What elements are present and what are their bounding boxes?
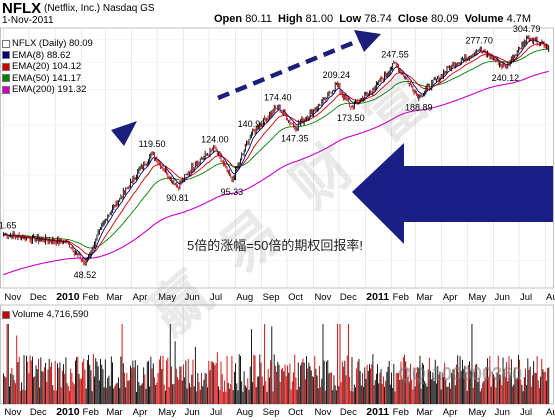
price-annotation: 124.00 bbox=[201, 135, 229, 145]
x-axis-label-volume: Mar bbox=[416, 407, 432, 418]
legend-swatch bbox=[2, 62, 10, 71]
ticker-symbol: NFLX bbox=[2, 0, 42, 17]
price-annotation: 140.90 bbox=[238, 119, 266, 129]
x-axis-label: Dec bbox=[340, 292, 357, 303]
x-axis-label-volume: Feb bbox=[83, 407, 99, 418]
x-axis-label: Jul bbox=[520, 292, 532, 303]
x-axis-label-volume: May bbox=[468, 407, 486, 418]
x-axis-label: Nov bbox=[4, 292, 21, 303]
x-axis-label-volume: 2011 bbox=[366, 406, 389, 418]
x-axis-label: 2010 bbox=[56, 291, 80, 303]
x-axis-label-volume: Aug bbox=[546, 407, 555, 418]
watermark-qq: QQ:100800360 bbox=[398, 364, 523, 384]
x-axis-label: Aug bbox=[546, 292, 555, 303]
price-annotation: 95.33 bbox=[221, 187, 244, 197]
chart-date: 1-Nov-2011 bbox=[2, 15, 54, 26]
price-annotation: 188.89 bbox=[405, 103, 433, 113]
x-axis-label: Feb bbox=[393, 292, 409, 303]
price-annotation: 304.79 bbox=[513, 24, 541, 34]
x-axis-label-volume: Jun bbox=[184, 407, 199, 418]
price-annotation: 48.52 bbox=[74, 270, 97, 280]
legend-swatch bbox=[2, 85, 10, 94]
legend-item-ema50: EMA(50) 141.17 bbox=[2, 73, 93, 85]
price-bars bbox=[2, 34, 550, 266]
ema-line bbox=[3, 39, 550, 260]
large-left-arrow bbox=[352, 143, 553, 244]
x-axis-label-volume: 2010 bbox=[56, 406, 80, 418]
legend-swatch bbox=[2, 51, 10, 60]
x-axis-label: Aug bbox=[236, 292, 253, 303]
x-axis-label: Mar bbox=[416, 292, 432, 303]
legend-item-ema8: EMA(8) 88.62 bbox=[2, 50, 93, 62]
x-axis-label-volume: Nov bbox=[314, 407, 331, 418]
price-frame bbox=[0, 27, 554, 289]
x-axis-label-volume: Oct bbox=[288, 407, 303, 418]
ohlc-readout: Open 80.11 High 81.00 Low 78.74 Close 80… bbox=[214, 13, 532, 25]
low-value: 78.74 bbox=[364, 13, 392, 25]
x-axis-label-volume: May bbox=[158, 407, 176, 418]
ema-line bbox=[3, 43, 549, 255]
x-axis-label-volume: Apr bbox=[133, 407, 148, 418]
legend-item-ema20: EMA(20) 104.12 bbox=[2, 61, 93, 73]
x-axis-label-volume: Mar bbox=[106, 407, 122, 418]
price-annotation: 61.65 bbox=[0, 221, 16, 231]
legend-swatch bbox=[2, 74, 10, 83]
small-triangle-marker bbox=[111, 121, 137, 146]
trend-arrows bbox=[111, 30, 553, 244]
volume-bars bbox=[2, 324, 550, 404]
legend-swatch bbox=[2, 39, 10, 48]
price-annotation: 209.24 bbox=[323, 70, 351, 80]
x-axis-label: Nov bbox=[314, 292, 331, 303]
x-axis-label: Feb bbox=[83, 292, 99, 303]
close-value: 80.09 bbox=[430, 13, 459, 25]
price-annotation: 247.55 bbox=[381, 49, 409, 59]
x-axis-label-volume: Feb bbox=[393, 407, 409, 418]
open-value: 80.11 bbox=[245, 13, 272, 25]
dashed-trend-arrow bbox=[217, 37, 361, 101]
dashed-arrow-head bbox=[354, 30, 381, 52]
x-axis-label: May bbox=[468, 292, 486, 303]
x-axis-label: Sep bbox=[263, 292, 280, 303]
price-annotation: 277.70 bbox=[465, 35, 493, 45]
x-axis-label-volume: Sep bbox=[263, 407, 280, 418]
x-axis-label: Mar bbox=[106, 292, 122, 303]
x-axis-label: May bbox=[158, 292, 176, 303]
price-annotations: 61.65 48.52 119.50 90.81 124.00 95.33 140.90 17… bbox=[0, 24, 540, 280]
price-annotation: 174.40 bbox=[264, 93, 292, 103]
volume-legend: Volume 4,716,590 bbox=[2, 309, 89, 320]
annotation-text: 5倍的涨幅=50倍的期权回报率! bbox=[187, 238, 363, 253]
price-annotation: 147.35 bbox=[281, 133, 309, 143]
volume-value: 4.7M bbox=[506, 13, 532, 25]
x-axis-label: Dec bbox=[30, 292, 47, 303]
legend-item-price: NFLX (Daily) 80.09 bbox=[2, 38, 93, 50]
legend-item-ema200: EMA(200) 191.32 bbox=[2, 84, 93, 96]
x-axis-label-volume: Nov bbox=[4, 407, 21, 418]
x-axis-label: Apr bbox=[443, 292, 458, 303]
x-axis-label-volume: Aug bbox=[236, 407, 253, 418]
x-axis-label-volume: Jul bbox=[210, 407, 222, 418]
ema-line bbox=[3, 70, 549, 276]
x-axis-label-volume: Dec bbox=[30, 407, 47, 418]
x-axis-label: Jun bbox=[495, 292, 510, 303]
x-axis-label: Jun bbox=[184, 292, 199, 303]
price-annotation: 90.81 bbox=[166, 193, 189, 203]
price-annotation: 240.12 bbox=[492, 73, 520, 83]
x-axis-label-volume: Jun bbox=[495, 407, 510, 418]
company-name: (Netflix, Inc.) Nasdaq GS bbox=[44, 3, 155, 14]
x-axis-label: Oct bbox=[288, 292, 303, 303]
chart-legend: NFLX (Daily) 80.09 EMA(8) 88.62 EMA(20) … bbox=[2, 38, 93, 96]
price-annotation: 173.50 bbox=[337, 113, 365, 123]
x-axis-label-volume: Apr bbox=[443, 407, 458, 418]
x-axis-label-volume: Jul bbox=[520, 407, 532, 418]
x-axis-label: Jul bbox=[210, 292, 222, 303]
price-annotation: 119.50 bbox=[139, 139, 166, 149]
x-axis-labels: NovNovDecDec20102010FebFebMarMarAprAprMa… bbox=[4, 291, 555, 418]
x-axis-label-volume: Dec bbox=[340, 407, 357, 418]
volume-swatch bbox=[2, 310, 10, 319]
x-axis-label: Apr bbox=[133, 292, 148, 303]
x-axis-label: 2011 bbox=[366, 291, 389, 303]
high-value: 81.00 bbox=[305, 13, 334, 25]
